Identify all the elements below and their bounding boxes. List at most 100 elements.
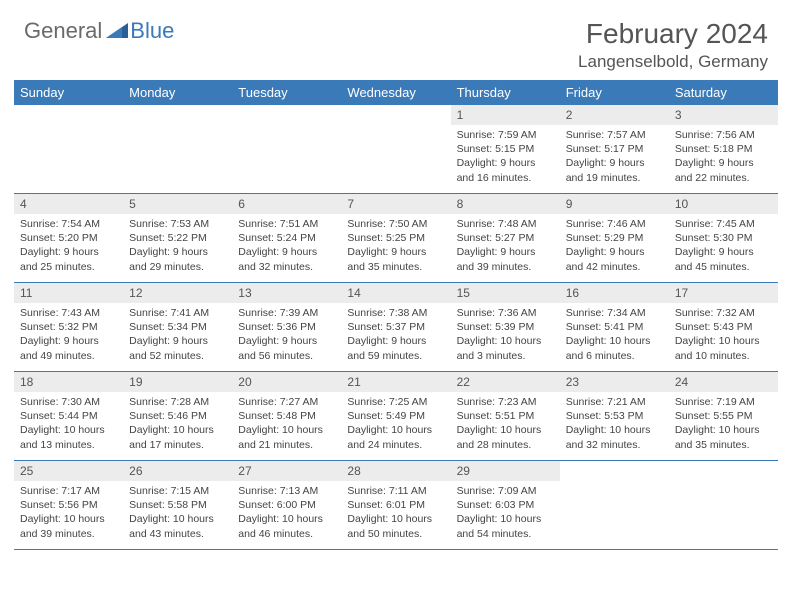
calendar-day: 22Sunrise: 7:23 AMSunset: 5:51 PMDayligh… bbox=[451, 372, 560, 460]
daylight-text: Daylight: 9 hours and 59 minutes. bbox=[347, 334, 444, 362]
calendar-day bbox=[669, 461, 778, 549]
day-number: 14 bbox=[341, 283, 450, 303]
daylight-text: Daylight: 10 hours and 17 minutes. bbox=[129, 423, 226, 451]
sunset-text: Sunset: 5:30 PM bbox=[675, 231, 772, 245]
sunrise-text: Sunrise: 7:11 AM bbox=[347, 484, 444, 498]
day-details: Sunrise: 7:57 AMSunset: 5:17 PMDaylight:… bbox=[560, 125, 669, 191]
daylight-text: Daylight: 9 hours and 16 minutes. bbox=[457, 156, 554, 184]
day-details: Sunrise: 7:50 AMSunset: 5:25 PMDaylight:… bbox=[341, 214, 450, 280]
day-number: 9 bbox=[560, 194, 669, 214]
weekday-header: Monday bbox=[123, 80, 232, 105]
brand-text-blue: Blue bbox=[130, 18, 174, 44]
sunrise-text: Sunrise: 7:53 AM bbox=[129, 217, 226, 231]
calendar-day: 18Sunrise: 7:30 AMSunset: 5:44 PMDayligh… bbox=[14, 372, 123, 460]
day-details: Sunrise: 7:45 AMSunset: 5:30 PMDaylight:… bbox=[669, 214, 778, 280]
day-details: Sunrise: 7:46 AMSunset: 5:29 PMDaylight:… bbox=[560, 214, 669, 280]
daylight-text: Daylight: 10 hours and 10 minutes. bbox=[675, 334, 772, 362]
sunset-text: Sunset: 5:34 PM bbox=[129, 320, 226, 334]
daylight-text: Daylight: 10 hours and 39 minutes. bbox=[20, 512, 117, 540]
sunrise-text: Sunrise: 7:54 AM bbox=[20, 217, 117, 231]
day-details: Sunrise: 7:17 AMSunset: 5:56 PMDaylight:… bbox=[14, 481, 123, 547]
sunset-text: Sunset: 5:27 PM bbox=[457, 231, 554, 245]
calendar-day: 15Sunrise: 7:36 AMSunset: 5:39 PMDayligh… bbox=[451, 283, 560, 371]
calendar-day: 7Sunrise: 7:50 AMSunset: 5:25 PMDaylight… bbox=[341, 194, 450, 282]
calendar-day: 29Sunrise: 7:09 AMSunset: 6:03 PMDayligh… bbox=[451, 461, 560, 549]
calendar-day: 11Sunrise: 7:43 AMSunset: 5:32 PMDayligh… bbox=[14, 283, 123, 371]
sunrise-text: Sunrise: 7:27 AM bbox=[238, 395, 335, 409]
day-details: Sunrise: 7:25 AMSunset: 5:49 PMDaylight:… bbox=[341, 392, 450, 458]
brand-logo: General Blue bbox=[24, 18, 174, 44]
calendar-day: 20Sunrise: 7:27 AMSunset: 5:48 PMDayligh… bbox=[232, 372, 341, 460]
daylight-text: Daylight: 10 hours and 3 minutes. bbox=[457, 334, 554, 362]
day-details: Sunrise: 7:21 AMSunset: 5:53 PMDaylight:… bbox=[560, 392, 669, 458]
sunrise-text: Sunrise: 7:56 AM bbox=[675, 128, 772, 142]
day-number: 21 bbox=[341, 372, 450, 392]
location-label: Langenselbold, Germany bbox=[578, 52, 768, 72]
sunrise-text: Sunrise: 7:46 AM bbox=[566, 217, 663, 231]
calendar-day: 24Sunrise: 7:19 AMSunset: 5:55 PMDayligh… bbox=[669, 372, 778, 460]
sunset-text: Sunset: 5:46 PM bbox=[129, 409, 226, 423]
sunset-text: Sunset: 5:39 PM bbox=[457, 320, 554, 334]
daylight-text: Daylight: 10 hours and 46 minutes. bbox=[238, 512, 335, 540]
daylight-text: Daylight: 10 hours and 6 minutes. bbox=[566, 334, 663, 362]
day-number bbox=[669, 461, 778, 467]
day-number: 27 bbox=[232, 461, 341, 481]
day-number: 26 bbox=[123, 461, 232, 481]
day-number: 5 bbox=[123, 194, 232, 214]
day-details: Sunrise: 7:28 AMSunset: 5:46 PMDaylight:… bbox=[123, 392, 232, 458]
sunset-text: Sunset: 5:44 PM bbox=[20, 409, 117, 423]
daylight-text: Daylight: 9 hours and 39 minutes. bbox=[457, 245, 554, 273]
sunset-text: Sunset: 5:24 PM bbox=[238, 231, 335, 245]
sunrise-text: Sunrise: 7:38 AM bbox=[347, 306, 444, 320]
day-details: Sunrise: 7:43 AMSunset: 5:32 PMDaylight:… bbox=[14, 303, 123, 369]
day-details: Sunrise: 7:53 AMSunset: 5:22 PMDaylight:… bbox=[123, 214, 232, 280]
sunrise-text: Sunrise: 7:32 AM bbox=[675, 306, 772, 320]
day-number: 28 bbox=[341, 461, 450, 481]
day-number: 29 bbox=[451, 461, 560, 481]
calendar-grid: Sunday Monday Tuesday Wednesday Thursday… bbox=[0, 80, 792, 550]
calendar-day: 13Sunrise: 7:39 AMSunset: 5:36 PMDayligh… bbox=[232, 283, 341, 371]
page-header: General Blue February 2024 Langenselbold… bbox=[0, 0, 792, 80]
weekday-header: Tuesday bbox=[232, 80, 341, 105]
day-number bbox=[341, 105, 450, 111]
sunset-text: Sunset: 5:20 PM bbox=[20, 231, 117, 245]
daylight-text: Daylight: 10 hours and 54 minutes. bbox=[457, 512, 554, 540]
day-number: 2 bbox=[560, 105, 669, 125]
sunrise-text: Sunrise: 7:45 AM bbox=[675, 217, 772, 231]
calendar-day: 16Sunrise: 7:34 AMSunset: 5:41 PMDayligh… bbox=[560, 283, 669, 371]
daylight-text: Daylight: 9 hours and 45 minutes. bbox=[675, 245, 772, 273]
sunrise-text: Sunrise: 7:15 AM bbox=[129, 484, 226, 498]
day-number: 17 bbox=[669, 283, 778, 303]
day-details: Sunrise: 7:30 AMSunset: 5:44 PMDaylight:… bbox=[14, 392, 123, 458]
day-number: 19 bbox=[123, 372, 232, 392]
daylight-text: Daylight: 9 hours and 49 minutes. bbox=[20, 334, 117, 362]
day-details: Sunrise: 7:15 AMSunset: 5:58 PMDaylight:… bbox=[123, 481, 232, 547]
calendar-day bbox=[123, 105, 232, 193]
calendar-day: 9Sunrise: 7:46 AMSunset: 5:29 PMDaylight… bbox=[560, 194, 669, 282]
day-number bbox=[14, 105, 123, 111]
calendar-week: 18Sunrise: 7:30 AMSunset: 5:44 PMDayligh… bbox=[14, 372, 778, 461]
day-details: Sunrise: 7:41 AMSunset: 5:34 PMDaylight:… bbox=[123, 303, 232, 369]
day-number bbox=[123, 105, 232, 111]
sunset-text: Sunset: 5:43 PM bbox=[675, 320, 772, 334]
sunset-text: Sunset: 5:58 PM bbox=[129, 498, 226, 512]
daylight-text: Daylight: 9 hours and 32 minutes. bbox=[238, 245, 335, 273]
calendar-day: 14Sunrise: 7:38 AMSunset: 5:37 PMDayligh… bbox=[341, 283, 450, 371]
calendar-day: 5Sunrise: 7:53 AMSunset: 5:22 PMDaylight… bbox=[123, 194, 232, 282]
sunset-text: Sunset: 6:01 PM bbox=[347, 498, 444, 512]
daylight-text: Daylight: 9 hours and 22 minutes. bbox=[675, 156, 772, 184]
daylight-text: Daylight: 10 hours and 43 minutes. bbox=[129, 512, 226, 540]
day-details: Sunrise: 7:39 AMSunset: 5:36 PMDaylight:… bbox=[232, 303, 341, 369]
calendar-day: 6Sunrise: 7:51 AMSunset: 5:24 PMDaylight… bbox=[232, 194, 341, 282]
day-number: 10 bbox=[669, 194, 778, 214]
sunset-text: Sunset: 5:22 PM bbox=[129, 231, 226, 245]
calendar-day: 1Sunrise: 7:59 AMSunset: 5:15 PMDaylight… bbox=[451, 105, 560, 193]
day-number: 4 bbox=[14, 194, 123, 214]
daylight-text: Daylight: 10 hours and 32 minutes. bbox=[566, 423, 663, 451]
daylight-text: Daylight: 10 hours and 21 minutes. bbox=[238, 423, 335, 451]
sunrise-text: Sunrise: 7:59 AM bbox=[457, 128, 554, 142]
sunrise-text: Sunrise: 7:36 AM bbox=[457, 306, 554, 320]
day-details: Sunrise: 7:19 AMSunset: 5:55 PMDaylight:… bbox=[669, 392, 778, 458]
weekday-header: Thursday bbox=[451, 80, 560, 105]
sunrise-text: Sunrise: 7:43 AM bbox=[20, 306, 117, 320]
